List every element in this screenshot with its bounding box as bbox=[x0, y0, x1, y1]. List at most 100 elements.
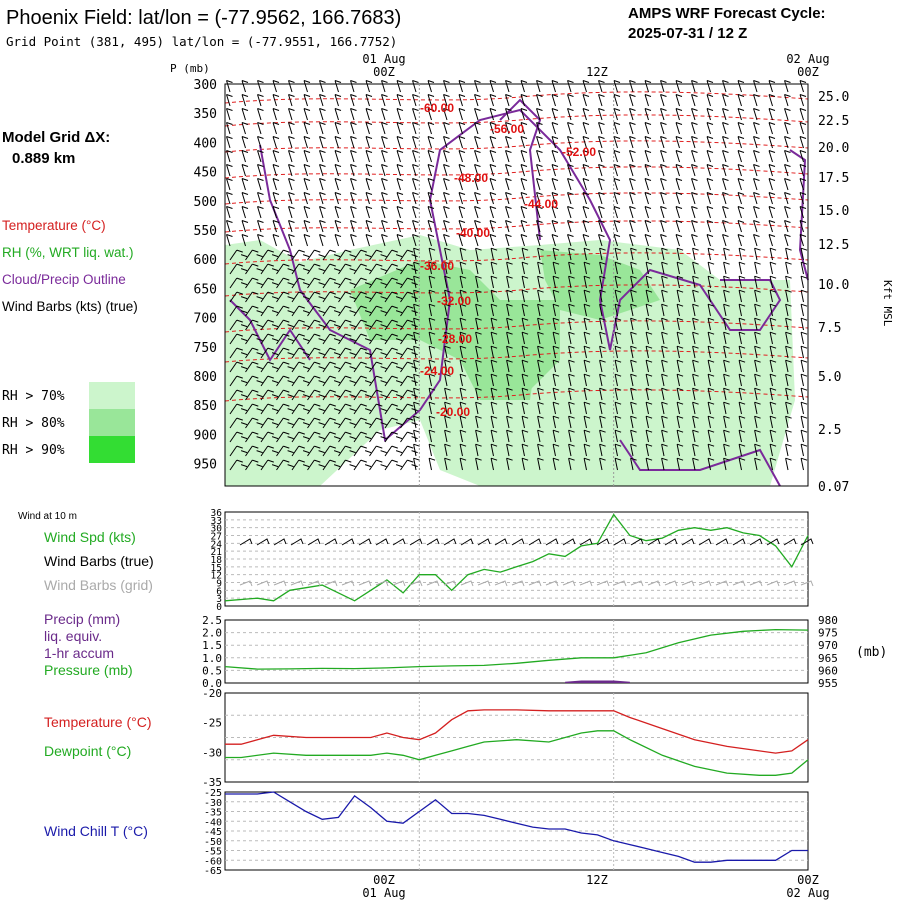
grid-wind-barbs bbox=[239, 580, 814, 587]
temperature-contour-label: -56.00 bbox=[490, 122, 524, 136]
pressure-tick-label: 950 bbox=[194, 458, 217, 473]
cycle-label: AMPS WRF Forecast Cycle: bbox=[628, 5, 826, 22]
series-line bbox=[225, 791, 808, 863]
cloud-outline bbox=[619, 439, 781, 487]
series-label: Temperature (°C) bbox=[44, 714, 152, 730]
cross-section-frame bbox=[224, 83, 809, 487]
temperature-contour bbox=[224, 140, 809, 153]
right-tick-label: 970 bbox=[818, 639, 838, 652]
y-tick-label: -55 bbox=[204, 847, 222, 858]
pressure-tick-label: 350 bbox=[194, 107, 217, 122]
grid-spacing-label: Model Grid ΔX: bbox=[2, 129, 110, 146]
y-tick-label: -45 bbox=[204, 827, 222, 838]
bottom-hour-0: 00Z bbox=[373, 873, 395, 887]
legend-label: Temperature (°C) bbox=[2, 218, 106, 233]
series-label: Pressure (mb) bbox=[44, 662, 133, 678]
y-tick-label: -25 bbox=[204, 788, 222, 799]
top-hour-1: 12Z bbox=[586, 65, 608, 79]
pressure-tick-label: 300 bbox=[194, 78, 217, 93]
y-tick-label: -35 bbox=[202, 776, 222, 789]
y-tick-label: -50 bbox=[204, 837, 222, 848]
y-tick-label: 21 bbox=[211, 547, 223, 558]
series-label: Wind Spd (kts) bbox=[44, 529, 136, 545]
temperature-contour bbox=[224, 114, 809, 127]
height-tick-label: 17.5 bbox=[818, 171, 849, 186]
right-tick-label: 965 bbox=[818, 652, 838, 665]
page-title: Phoenix Field: lat/lon = (-77.9562, 166.… bbox=[6, 7, 401, 29]
pressure-tick-label: 500 bbox=[194, 195, 217, 210]
series-label: Dewpoint (°C) bbox=[44, 743, 131, 759]
bottom-hour-2: 00Z bbox=[797, 873, 819, 887]
y-tick-label: 2.0 bbox=[202, 627, 222, 640]
temperature-contour-label: -44.00 bbox=[524, 197, 558, 211]
y-tick-label: -35 bbox=[204, 808, 222, 819]
pressure-tick-label: 400 bbox=[194, 136, 217, 151]
pressure-tick-label: 850 bbox=[194, 399, 217, 414]
y-tick-label: 1.0 bbox=[202, 652, 222, 665]
pressure-unit-label: (mb) bbox=[856, 645, 887, 660]
top-date-1: 02 Aug bbox=[786, 52, 829, 66]
height-tick-label: 25.0 bbox=[818, 90, 849, 105]
right-tick-label: 955 bbox=[818, 677, 838, 690]
height-tick-label: 15.0 bbox=[818, 204, 849, 219]
y-tick-label: 30 bbox=[211, 524, 223, 535]
y-tick-label: 27 bbox=[211, 532, 222, 543]
temperature-contour bbox=[224, 252, 809, 265]
right-tick-label: 980 bbox=[818, 614, 838, 627]
cloud-outline bbox=[789, 149, 809, 281]
y-tick-label: 12 bbox=[211, 571, 222, 582]
surface-wind-barbs bbox=[239, 538, 814, 546]
pressure-tick-label: 550 bbox=[194, 224, 217, 239]
panel-frame bbox=[224, 791, 809, 871]
rh-legend-swatch bbox=[89, 436, 135, 463]
top-hour-2: 00Z bbox=[797, 65, 819, 79]
y-tick-label: -60 bbox=[204, 856, 222, 867]
temperature-contour-label: -32.00 bbox=[437, 294, 471, 308]
right-tick-label: 975 bbox=[818, 627, 838, 640]
height-tick-label: 12.5 bbox=[818, 238, 849, 253]
series-label: Wind Chill T (°C) bbox=[44, 823, 148, 839]
series-line bbox=[225, 730, 809, 776]
panel-title: Wind at 10 m bbox=[18, 511, 77, 522]
y-tick-label: -25 bbox=[202, 717, 222, 730]
pressure-tick-label: 650 bbox=[194, 282, 217, 297]
temperature-contour-label: -24.00 bbox=[420, 364, 454, 378]
series-label: Wind Barbs (grid) bbox=[44, 577, 153, 593]
pressure-axis-label: P (mb) bbox=[170, 62, 210, 75]
pressure-tick-label: 450 bbox=[194, 166, 217, 181]
rh-legend-swatch bbox=[89, 409, 135, 436]
y-tick-label: 33 bbox=[211, 516, 222, 527]
y-tick-label: 0 bbox=[216, 602, 222, 613]
pressure-tick-label: 700 bbox=[194, 312, 217, 327]
temperature-contour-label: -60.00 bbox=[420, 101, 454, 115]
temperature-contour-label: -28.00 bbox=[438, 332, 472, 346]
temperature-contour bbox=[224, 350, 809, 363]
y-tick-label: -40 bbox=[204, 817, 222, 828]
legend-label: Wind Barbs (kts) (true) bbox=[2, 299, 138, 314]
wind-barbs bbox=[226, 80, 808, 471]
bottom-date-1: 02 Aug bbox=[786, 886, 829, 900]
top-date-0: 01 Aug bbox=[362, 52, 405, 66]
temperature-contour bbox=[224, 192, 809, 205]
temperature-contour bbox=[224, 284, 809, 297]
y-tick-label: 0.5 bbox=[202, 664, 222, 677]
series-line bbox=[224, 513, 809, 602]
bottom-hour-1: 12Z bbox=[586, 873, 608, 887]
height-tick-label: 2.5 bbox=[818, 423, 841, 438]
bottom-date-0: 01 Aug bbox=[362, 886, 405, 900]
panel-frame bbox=[224, 619, 809, 684]
cycle-value: 2025-07-31 / 12 Z bbox=[628, 25, 747, 42]
temperature-contour-label: -48.00 bbox=[454, 171, 488, 185]
height-tick-label: 20.0 bbox=[818, 141, 849, 156]
legend-label: Cloud/Precip Outline bbox=[2, 272, 126, 287]
series-label: Wind Barbs (true) bbox=[44, 553, 154, 569]
pressure-tick-label: 800 bbox=[194, 370, 217, 385]
temperature-contour bbox=[224, 166, 809, 179]
cloud-outline bbox=[229, 299, 311, 362]
temperature-contour-label: -36.00 bbox=[420, 259, 454, 273]
series-label: liq. equiv. bbox=[44, 628, 102, 644]
legend-label: RH (%, WRT liq. wat.) bbox=[2, 245, 134, 260]
top-hour-0: 00Z bbox=[373, 65, 395, 79]
temperature-contour-label: -40.00 bbox=[456, 226, 490, 240]
right-tick-label: 960 bbox=[818, 664, 838, 677]
